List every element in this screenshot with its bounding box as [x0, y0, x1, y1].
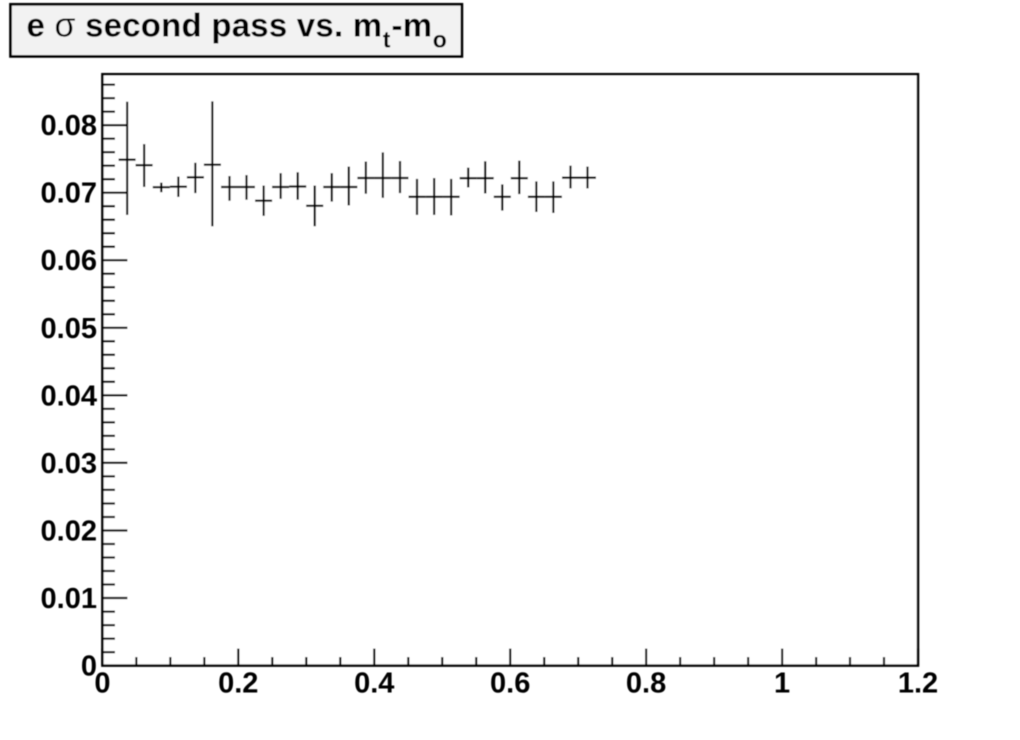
- svg-text:0: 0: [94, 668, 110, 700]
- svg-text:0.2: 0.2: [218, 668, 258, 700]
- svg-text:0.06: 0.06: [41, 245, 97, 277]
- svg-text:0.6: 0.6: [490, 668, 530, 700]
- svg-text:0.05: 0.05: [41, 313, 97, 345]
- svg-text:1: 1: [774, 668, 790, 700]
- svg-text:0.08: 0.08: [41, 110, 97, 142]
- svg-text:0.8: 0.8: [626, 668, 666, 700]
- svg-text:0.01: 0.01: [41, 583, 97, 615]
- svg-text:0.07: 0.07: [41, 178, 97, 210]
- svg-text:0.04: 0.04: [41, 380, 97, 412]
- svg-text:0.03: 0.03: [41, 448, 97, 480]
- svg-text:1.2: 1.2: [898, 668, 938, 700]
- svg-text:0: 0: [81, 651, 97, 683]
- svg-text:0.4: 0.4: [354, 668, 394, 700]
- svg-text:0.02: 0.02: [41, 516, 97, 548]
